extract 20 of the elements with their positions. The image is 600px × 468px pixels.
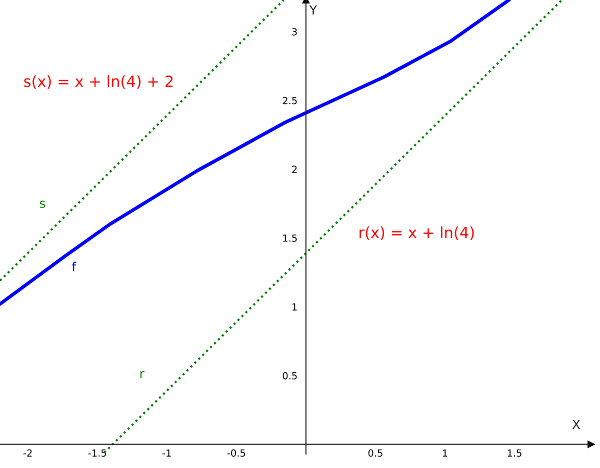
x-tick-label: -1.5	[88, 449, 106, 457]
x-tick-label: 0.5	[368, 449, 382, 457]
y-tick-label: 2	[292, 166, 297, 173]
x-tick-label: -0.5	[227, 449, 246, 457]
series-label: f	[72, 262, 76, 272]
x-tick-label: 1.5	[508, 449, 522, 457]
x-tick-label: 1	[442, 449, 448, 457]
y-tick-label: 2.5	[282, 96, 297, 104]
y-tick-label: 0.5	[282, 372, 297, 380]
y-axis-title: Y	[309, 5, 318, 15]
series-label: r	[140, 370, 144, 378]
x-axis-title: X	[572, 420, 580, 429]
y-tick-label: 3	[292, 28, 297, 36]
x-tick-label: -2	[23, 449, 32, 457]
series-label: s	[40, 200, 46, 208]
annotation: s(x) = x + ln(4) + 2	[24, 75, 173, 89]
y-tick-label: 1.5	[283, 234, 297, 242]
y-tick-label: 1	[292, 303, 297, 310]
annotation: r(x) = x + ln(4)	[360, 226, 474, 240]
x-tick-label: -1	[162, 449, 171, 457]
